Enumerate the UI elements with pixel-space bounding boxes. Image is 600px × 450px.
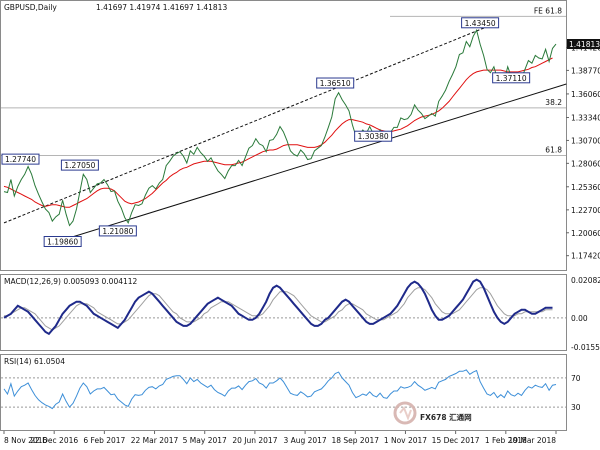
rsi-pane-frame — [0, 354, 567, 431]
annotation-box — [316, 77, 355, 89]
rsi-tick-label: 70 — [571, 374, 581, 383]
time-tick-label: 18 Sep 2017 — [331, 436, 379, 445]
price-pane-frame — [0, 0, 567, 271]
price-levels: FE 61.8 38.2 61.8 — [1, 6, 566, 157]
macd-tick-label: -0.015578 — [571, 343, 600, 352]
annotation-box — [98, 225, 137, 237]
price-annotations: 1.27740 1.19860 1.27050 1.21080 1.36510 1.303… — [1, 17, 531, 248]
annotation-label: 1.36510 — [320, 79, 351, 88]
price-tick-label: 1.38770 — [571, 66, 600, 75]
annotation-box — [1, 153, 40, 165]
macd-tick-label: 0.020823 — [571, 276, 600, 285]
annotation-box — [43, 236, 82, 248]
annotation-label: 1.27740 — [5, 155, 36, 164]
time-tick-label: 3 Aug 2017 — [283, 436, 326, 445]
rsi-tick-label: 30 — [571, 403, 581, 412]
annotation-box — [354, 130, 393, 142]
trendline — [3, 26, 488, 224]
price-tick-label: 1.17420 — [571, 252, 600, 261]
macd-line — [3, 278, 553, 336]
trendline — [72, 83, 567, 238]
price-tick-label: 1.36060 — [571, 90, 600, 99]
time-tick-label: 6 Feb 2017 — [83, 436, 125, 445]
annotation-box — [492, 72, 531, 84]
annotation-box — [60, 159, 99, 171]
time-tick-label: 1 Feb 2018 — [485, 436, 527, 445]
rsi-axis: 70 30 — [1, 374, 581, 412]
time-tick-label: 20 Jun 2017 — [232, 436, 277, 445]
level-label: 61.8 — [545, 146, 562, 155]
watermark-text: FX678 汇通网 — [420, 412, 472, 422]
macd-pane-frame — [0, 274, 567, 351]
level-label: FE 61.8 — [534, 6, 562, 15]
ohlc-readout: 1.41697 1.41974 1.41697 1.41813 — [96, 3, 227, 12]
price-tick-label: 1.33340 — [571, 114, 600, 123]
annotation-label: 1.19860 — [47, 238, 78, 247]
price-tick-label: 1.30700 — [571, 136, 600, 145]
price-tick-label: 1.25360 — [571, 183, 600, 192]
macd-tick-label: 0.00 — [571, 314, 588, 323]
time-tick-label: 22 Dec 2016 — [30, 436, 78, 445]
macd-title: MACD(12,26,9) 0.005093 0.004112 — [4, 277, 138, 286]
last-price-label: 1.41813 — [569, 40, 600, 49]
time-tick-label: 1 Nov 2017 — [384, 436, 427, 445]
time-tick-label: 8 Nov 2016 — [4, 436, 47, 445]
chart-title: GBPUSD,Daily — [4, 3, 57, 12]
time-tick-label: 5 May 2017 — [183, 436, 227, 445]
last-price-marker: 1.41813 — [567, 39, 600, 49]
annotation-label: 1.30380 — [358, 132, 389, 141]
price-series-line — [3, 28, 557, 227]
annotation-label: 1.37110 — [496, 74, 527, 83]
time-tick-label: 15 Dec 2017 — [432, 436, 480, 445]
time-tick-label: 22 Mar 2017 — [131, 436, 179, 445]
macd-axis: 0.020823 0.00 -0.015578 — [571, 276, 600, 352]
moving-average-line — [3, 57, 553, 208]
trendlines — [3, 26, 567, 238]
price-tick-label: 1.20060 — [571, 229, 600, 238]
rsi-title: RSI(14) 61.0504 — [4, 357, 65, 366]
annotation-label: 1.21080 — [102, 227, 133, 236]
price-axis: 1.414201.387701.360601.333401.307001.280… — [566, 43, 600, 261]
rsi-line — [3, 369, 557, 410]
price-tick-label: 1.28060 — [571, 159, 600, 168]
time-tick-label: 19 Mar 2018 — [508, 436, 556, 445]
annotation-box — [461, 17, 500, 29]
price-tick-label: 1.22700 — [571, 206, 600, 215]
annotation-label: 1.43450 — [465, 19, 496, 28]
watermark: FX678 汇通网 — [393, 401, 472, 425]
annotation-label: 1.27050 — [64, 161, 95, 170]
macd-signal-line — [4, 287, 553, 331]
level-label: 38.2 — [545, 98, 562, 107]
